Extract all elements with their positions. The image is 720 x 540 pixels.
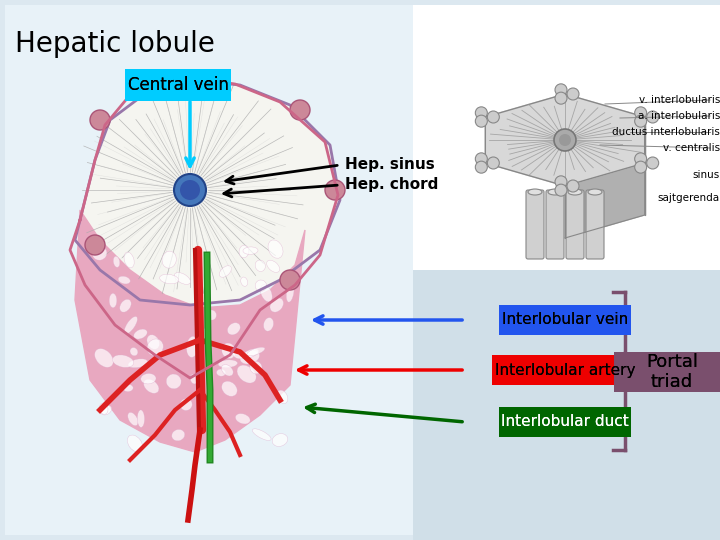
Circle shape [85,235,105,255]
Text: ductus interlobularis: ductus interlobularis [612,127,720,137]
Ellipse shape [120,299,131,312]
Circle shape [475,153,487,165]
Text: v. centralis: v. centralis [663,143,720,153]
Circle shape [487,157,500,169]
FancyBboxPatch shape [492,355,638,385]
Ellipse shape [147,339,163,356]
Text: Portal
triad: Portal triad [646,353,698,392]
Text: a. interlobularis: a. interlobularis [638,111,720,121]
Circle shape [567,180,579,192]
Ellipse shape [127,413,138,426]
Ellipse shape [235,414,251,424]
Ellipse shape [174,273,191,285]
Polygon shape [485,94,644,186]
Circle shape [280,270,300,290]
Ellipse shape [113,256,120,267]
Ellipse shape [272,434,288,447]
Ellipse shape [220,266,231,277]
Ellipse shape [190,374,197,384]
Ellipse shape [99,403,108,414]
Ellipse shape [239,245,249,258]
Circle shape [475,107,487,119]
Ellipse shape [568,189,582,195]
Circle shape [555,84,567,96]
Circle shape [647,157,659,169]
Text: sinus: sinus [693,170,720,180]
FancyBboxPatch shape [413,5,720,270]
Circle shape [634,161,647,173]
Ellipse shape [138,410,145,427]
Text: sajtgerenda: sajtgerenda [658,193,720,203]
Ellipse shape [228,323,240,335]
Ellipse shape [160,274,179,284]
Text: Interlobular artery: Interlobular artery [495,362,635,377]
Ellipse shape [222,364,233,376]
Ellipse shape [252,429,271,441]
Circle shape [554,129,576,151]
Ellipse shape [548,189,562,195]
Ellipse shape [264,318,274,331]
Text: Interlobular vein: Interlobular vein [502,313,628,327]
Ellipse shape [162,251,176,268]
Ellipse shape [255,260,266,272]
Text: Interlobular artery: Interlobular artery [495,362,635,377]
Text: Portal
triad: Portal triad [646,353,698,392]
FancyBboxPatch shape [526,190,544,259]
Text: Interlobular duct: Interlobular duct [501,415,629,429]
Circle shape [555,184,567,196]
Circle shape [174,174,206,206]
Polygon shape [565,163,644,238]
Polygon shape [75,210,305,452]
Text: Interlobular duct: Interlobular duct [501,415,629,429]
FancyBboxPatch shape [499,305,631,335]
Ellipse shape [250,361,262,374]
Ellipse shape [222,343,235,359]
Ellipse shape [202,327,209,339]
Text: Central vein: Central vein [127,76,228,94]
FancyBboxPatch shape [613,352,720,392]
Ellipse shape [128,359,148,368]
Circle shape [475,115,487,127]
Ellipse shape [255,280,266,291]
Ellipse shape [240,350,259,364]
Ellipse shape [130,348,138,356]
Ellipse shape [261,285,272,302]
Circle shape [634,153,647,165]
Ellipse shape [222,381,238,396]
Circle shape [180,180,200,200]
Ellipse shape [218,360,238,368]
Polygon shape [75,80,340,305]
Ellipse shape [270,298,284,312]
Ellipse shape [266,260,279,272]
Circle shape [634,107,647,119]
Ellipse shape [247,347,265,356]
Ellipse shape [186,336,198,357]
Circle shape [559,134,571,146]
Ellipse shape [94,349,113,367]
FancyBboxPatch shape [413,270,720,540]
Text: Interlobular vein: Interlobular vein [502,313,628,327]
FancyBboxPatch shape [546,190,564,259]
Circle shape [567,88,579,100]
Ellipse shape [233,352,244,359]
Ellipse shape [243,247,258,254]
Ellipse shape [123,384,133,391]
Circle shape [555,176,567,188]
FancyBboxPatch shape [5,5,413,535]
Ellipse shape [588,189,602,195]
Ellipse shape [143,379,159,393]
Ellipse shape [112,355,134,367]
Ellipse shape [127,435,143,452]
Ellipse shape [166,374,181,389]
Ellipse shape [287,284,294,302]
Ellipse shape [134,329,147,339]
Circle shape [475,161,487,173]
Circle shape [290,100,310,120]
Circle shape [487,111,500,123]
Ellipse shape [277,390,288,403]
Ellipse shape [125,316,138,334]
Text: v. interlobularis: v. interlobularis [639,95,720,105]
Ellipse shape [243,349,258,357]
Circle shape [555,92,567,104]
